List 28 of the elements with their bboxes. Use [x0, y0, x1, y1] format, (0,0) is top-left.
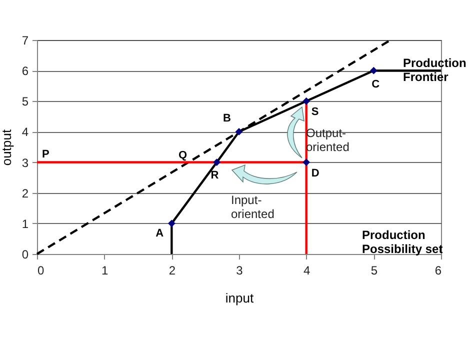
y-tick-label: 6 — [22, 64, 29, 78]
x-axis-title: input — [225, 290, 254, 306]
y-axis-title: output — [0, 129, 14, 166]
annotation: Input-oriented — [231, 193, 274, 221]
y-tick-label: 0 — [22, 248, 29, 262]
y-tick-label: 4 — [22, 125, 29, 140]
x-tick-label: 2 — [168, 264, 176, 278]
y-tick-label: 7 — [22, 34, 29, 48]
x-tick-label: 6 — [434, 264, 442, 278]
x-tick-label: 5 — [370, 264, 378, 278]
annotation: D — [311, 167, 320, 180]
x-tick-label: 0 — [38, 264, 44, 278]
y-tick-label: 1 — [22, 216, 29, 231]
x-tick-label: 4 — [303, 264, 310, 278]
annotation: S — [311, 106, 319, 118]
x-tick-label: 1 — [101, 264, 108, 278]
annotation: B — [223, 112, 231, 125]
annotation: C — [372, 78, 380, 91]
annotation: R — [210, 169, 219, 182]
annotation: Q — [178, 149, 188, 162]
annotation: P — [42, 148, 50, 160]
annotation: A — [156, 227, 164, 240]
y-tick-label: 3 — [22, 156, 29, 170]
y-tick-label: 2 — [22, 186, 29, 200]
y-tick-label: 5 — [22, 94, 29, 109]
annotation: Production Frontier — [403, 56, 466, 84]
x-tick-label: 3 — [236, 264, 244, 278]
annotation: Production Possibility set — [362, 228, 443, 256]
